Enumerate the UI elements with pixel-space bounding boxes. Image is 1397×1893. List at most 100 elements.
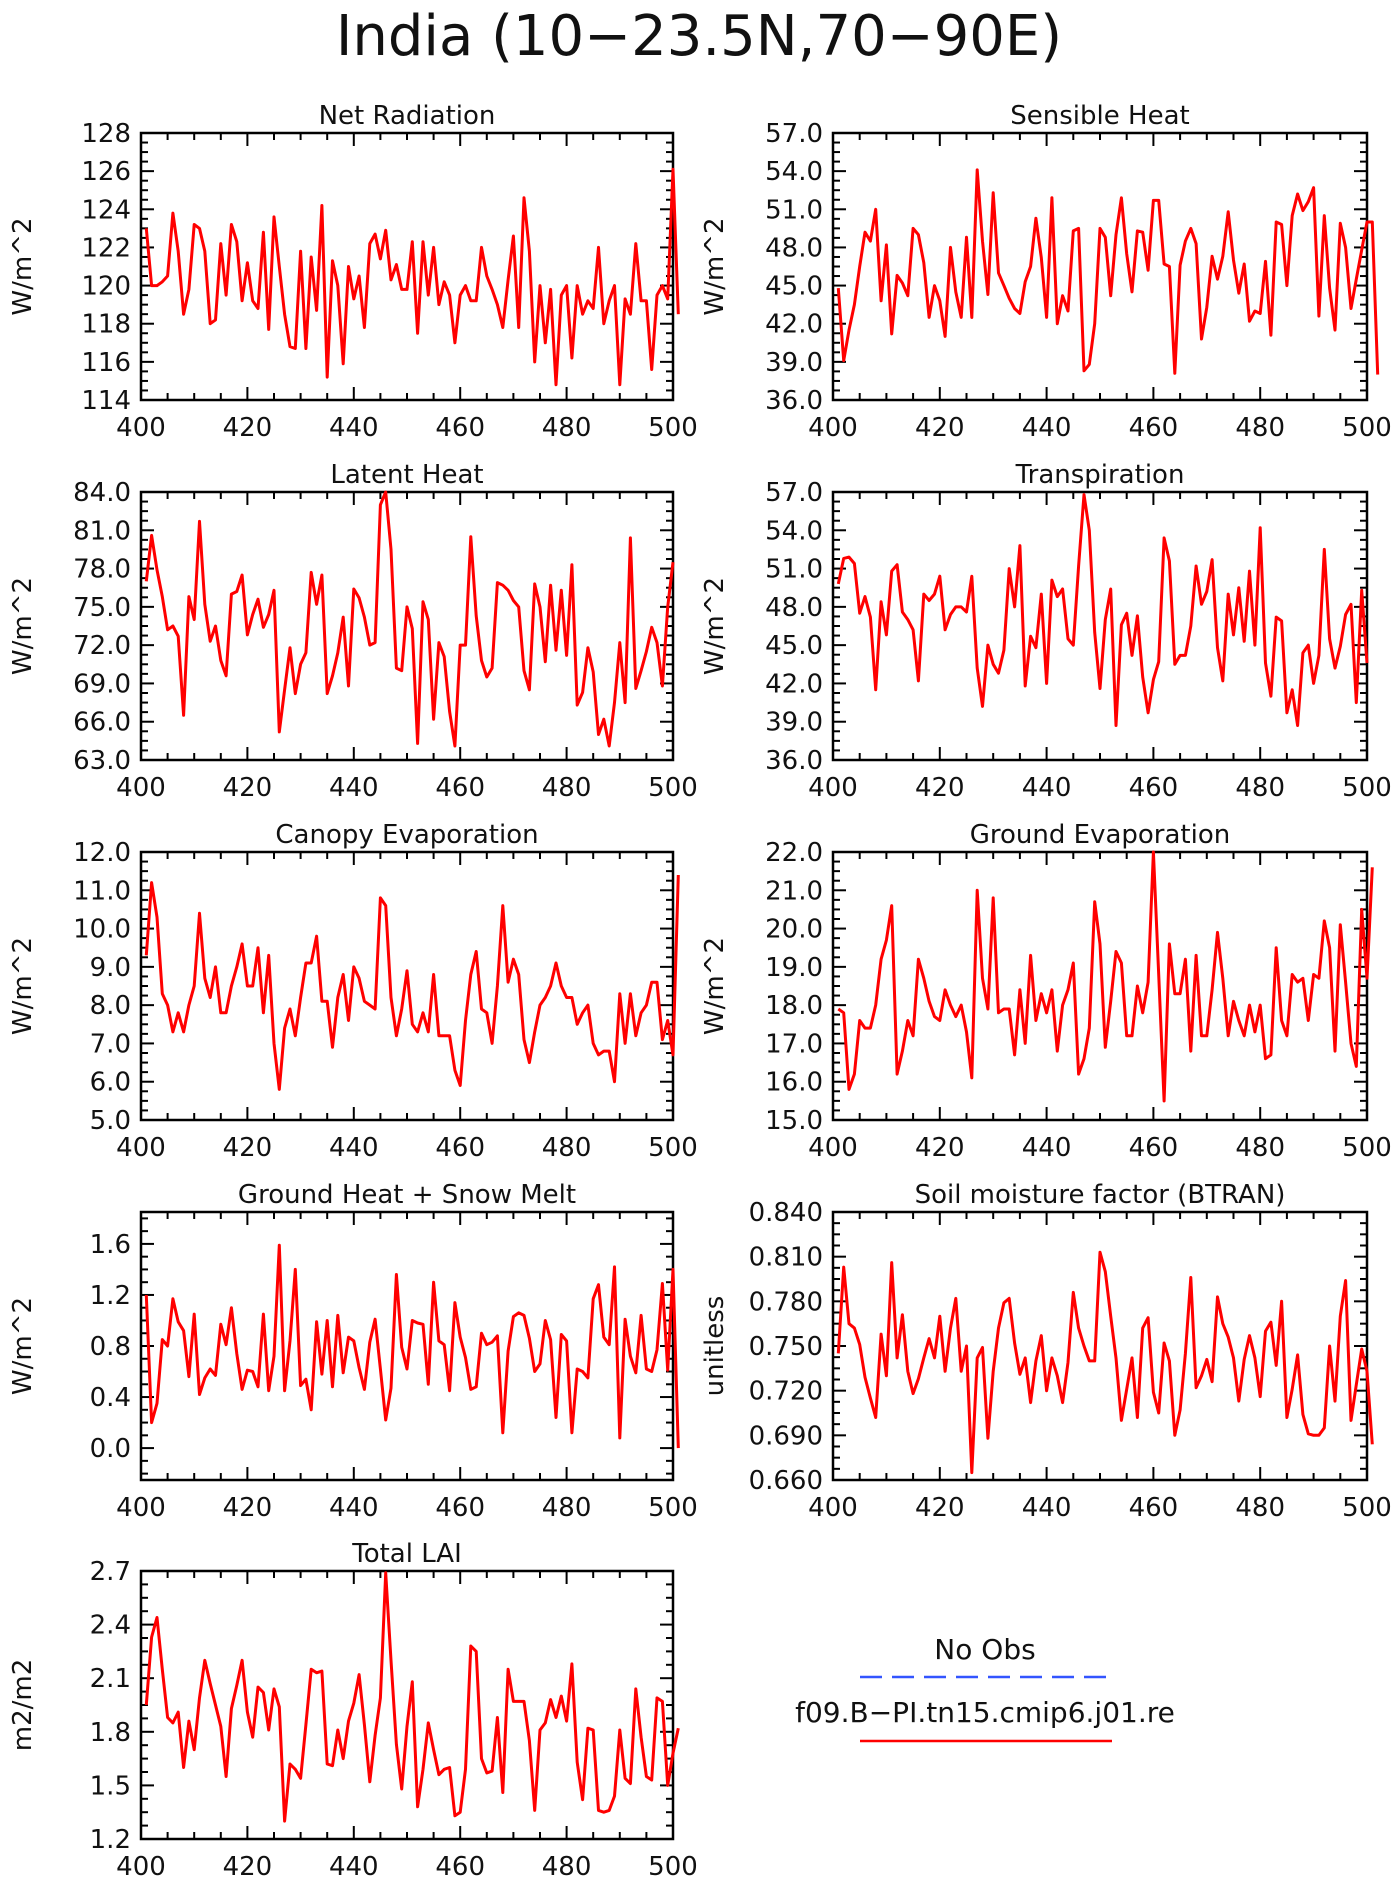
x-tick-label: 480 (1235, 773, 1285, 803)
panel-ground-evaporation: Ground Evaporation W/m^2 400 420 440 460 480 50… (700, 820, 1392, 1163)
panel-title: Total LAI (351, 1539, 462, 1569)
y-tick-label: 45.0 (765, 631, 823, 661)
x-tick-label: 460 (1129, 773, 1179, 803)
y-tick-label: 69.0 (73, 669, 131, 699)
y-tick-label: 124 (81, 195, 131, 225)
x-tick-label: 480 (1235, 1133, 1285, 1163)
x-tick-label: 400 (808, 1493, 858, 1523)
y-tick-label: 20.0 (765, 915, 823, 945)
x-tick-label: 440 (329, 1133, 379, 1163)
x-tick-label: 400 (116, 1133, 166, 1163)
x-tick-label: 420 (223, 773, 273, 803)
plot-frame (139, 131, 675, 402)
legend-model-label: f09.B−PI.tn15.cmip6.j01.re (795, 1696, 1175, 1729)
x-tick-label: 420 (223, 1133, 273, 1163)
plot-frame (139, 1210, 675, 1482)
x-tick-label: 500 (1342, 413, 1392, 443)
x-tick-label: 440 (1022, 1493, 1072, 1523)
x-tick-label: 420 (223, 1493, 273, 1523)
x-tick-label: 460 (435, 1133, 485, 1163)
x-tick-label: 400 (116, 1852, 166, 1882)
y-tick-label: 39.0 (765, 708, 823, 738)
y-axis-label: W/m^2 (8, 217, 38, 315)
x-tick-label: 500 (1342, 773, 1392, 803)
x-tick-label: 500 (648, 1133, 698, 1163)
y-axis-label: W/m^2 (8, 1297, 38, 1395)
y-tick-label: 118 (81, 310, 131, 340)
plot-frame (831, 490, 1369, 762)
series-line (836, 493, 1369, 727)
y-tick-label: 120 (81, 272, 131, 302)
legend: No Obs f09.B−PI.tn15.cmip6.j01.re (795, 1633, 1175, 1743)
series-line (836, 168, 1380, 375)
x-tick-label: 420 (915, 1133, 965, 1163)
y-tick-label: 51.0 (765, 195, 823, 225)
series-line (836, 1250, 1374, 1475)
panel-title: Ground Evaporation (970, 820, 1230, 850)
y-tick-label: 116 (81, 348, 131, 378)
y-tick-label: 0.840 (749, 1198, 823, 1228)
x-tick-label: 460 (435, 773, 485, 803)
x-tick-label: 440 (329, 1852, 379, 1882)
y-tick-label: 5.0 (90, 1106, 131, 1136)
x-tick-label: 460 (1129, 413, 1179, 443)
y-tick-label: 45.0 (765, 272, 823, 302)
y-tick-label: 48.0 (765, 593, 823, 623)
x-tick-label: 500 (648, 413, 698, 443)
series-line (144, 1243, 680, 1449)
y-tick-label: 2.7 (90, 1557, 131, 1587)
panel-title: Sensible Heat (1010, 101, 1189, 131)
y-tick-label: 126 (81, 157, 131, 187)
panel-latent-heat: Latent Heat W/m^2 400 420 440 460 480 500 63.0 66… (8, 460, 698, 803)
x-tick-label: 480 (1235, 413, 1285, 443)
panel-sensible-heat: Sensible Heat W/m^2 400 420 440 460 480 500 36.0… (700, 101, 1392, 443)
y-tick-label: 81.0 (73, 516, 131, 546)
y-tick-label: 78.0 (73, 555, 131, 585)
series-line (144, 167, 680, 387)
y-tick-label: 21.0 (765, 876, 823, 906)
y-tick-label: 0.0 (90, 1434, 131, 1464)
plot-frame (139, 850, 675, 1122)
x-tick-label: 400 (808, 773, 858, 803)
x-tick-label: 500 (648, 1852, 698, 1882)
y-tick-label: 12.0 (73, 838, 131, 868)
y-tick-label: 57.0 (765, 478, 823, 508)
y-tick-label: 9.0 (90, 953, 131, 983)
x-tick-label: 440 (1022, 773, 1072, 803)
x-tick-label: 420 (223, 413, 273, 443)
panel-net-radiation: Net Radiation W/m^2 400 420 440 460 480 500 114 1… (8, 101, 698, 443)
x-tick-label: 460 (435, 1493, 485, 1523)
panel-transpiration: Transpiration W/m^2 400 420 440 460 480 500 36.0… (700, 460, 1392, 803)
legend-obs-label: No Obs (934, 1633, 1035, 1666)
x-tick-label: 400 (808, 413, 858, 443)
x-tick-label: 480 (542, 773, 592, 803)
x-tick-label: 420 (223, 1852, 273, 1882)
y-tick-label: 1.6 (90, 1230, 131, 1260)
panel-total-lai: Total LAI m2/m2 400 420 440 460 480 500 1.2 1.5 1.… (8, 1539, 698, 1882)
x-tick-label: 460 (435, 413, 485, 443)
series-line (837, 850, 1374, 1103)
y-tick-label: 0.4 (90, 1383, 131, 1413)
x-tick-label: 480 (542, 413, 592, 443)
x-tick-label: 500 (1342, 1133, 1392, 1163)
panel-title: Net Radiation (319, 101, 496, 131)
y-tick-label: 0.810 (749, 1243, 823, 1273)
panel-title: Latent Heat (330, 460, 483, 490)
y-tick-label: 22.0 (765, 838, 823, 868)
y-tick-label: 0.750 (749, 1332, 823, 1362)
y-tick-label: 0.690 (749, 1421, 823, 1451)
x-tick-label: 460 (1129, 1133, 1179, 1163)
y-tick-label: 66.0 (73, 708, 131, 738)
x-tick-label: 500 (648, 773, 698, 803)
y-tick-label: 48.0 (765, 233, 823, 263)
x-tick-label: 400 (116, 1493, 166, 1523)
panel-title: Ground Heat + Snow Melt (238, 1180, 576, 1210)
y-tick-label: 63.0 (73, 746, 131, 776)
x-tick-label: 440 (1022, 413, 1072, 443)
y-axis-label: m2/m2 (8, 1659, 38, 1752)
y-tick-label: 6.0 (90, 1068, 131, 1098)
panel-title: Soil moisture factor (BTRAN) (915, 1180, 1286, 1210)
x-tick-label: 480 (542, 1493, 592, 1523)
y-tick-label: 0.8 (90, 1332, 131, 1362)
x-tick-label: 480 (1235, 1493, 1285, 1523)
